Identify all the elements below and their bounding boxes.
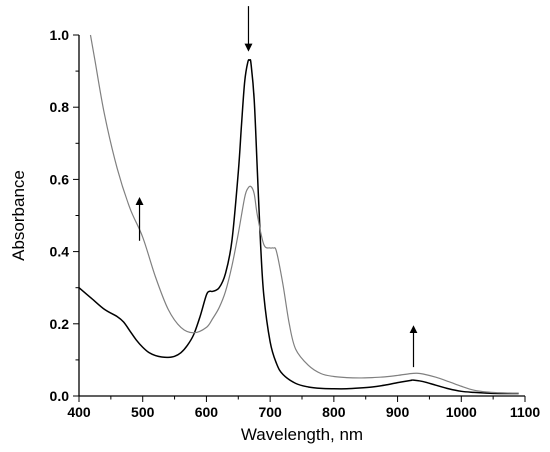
x-tick-label: 700 (258, 404, 282, 420)
axis-tick-labels: 400 500 600 700 800 900 1000 1100 0.0 0.2 0.4 0.6 0.… (50, 27, 541, 420)
x-tick-label: 500 (131, 404, 155, 420)
y-tick-label: 0.4 (50, 244, 70, 260)
annotation-arrows (135, 6, 418, 368)
spectrum-line-2 (89, 34, 519, 394)
axis-ticks (73, 34, 526, 402)
x-tick-label: 1100 (510, 404, 541, 420)
y-tick-label: 0.6 (50, 171, 70, 187)
y-tick-label: 0.0 (50, 388, 70, 404)
y-tick-label: 0.2 (50, 316, 70, 332)
y-tick-label: 1.0 (50, 27, 70, 43)
spectrum-line-1 (78, 58, 519, 395)
y-tick-label: 0.8 (50, 99, 70, 115)
y-axis-title: Absorbance (9, 170, 28, 261)
x-tick-label: 400 (67, 404, 91, 420)
x-axis-title: Wavelength, nm (241, 425, 363, 444)
plot-axes (78, 35, 525, 397)
series-layer (78, 34, 519, 395)
x-tick-label: 900 (386, 404, 410, 420)
x-tick-label: 800 (322, 404, 346, 420)
x-tick-label: 1000 (446, 404, 477, 420)
x-tick-label: 600 (195, 404, 219, 420)
